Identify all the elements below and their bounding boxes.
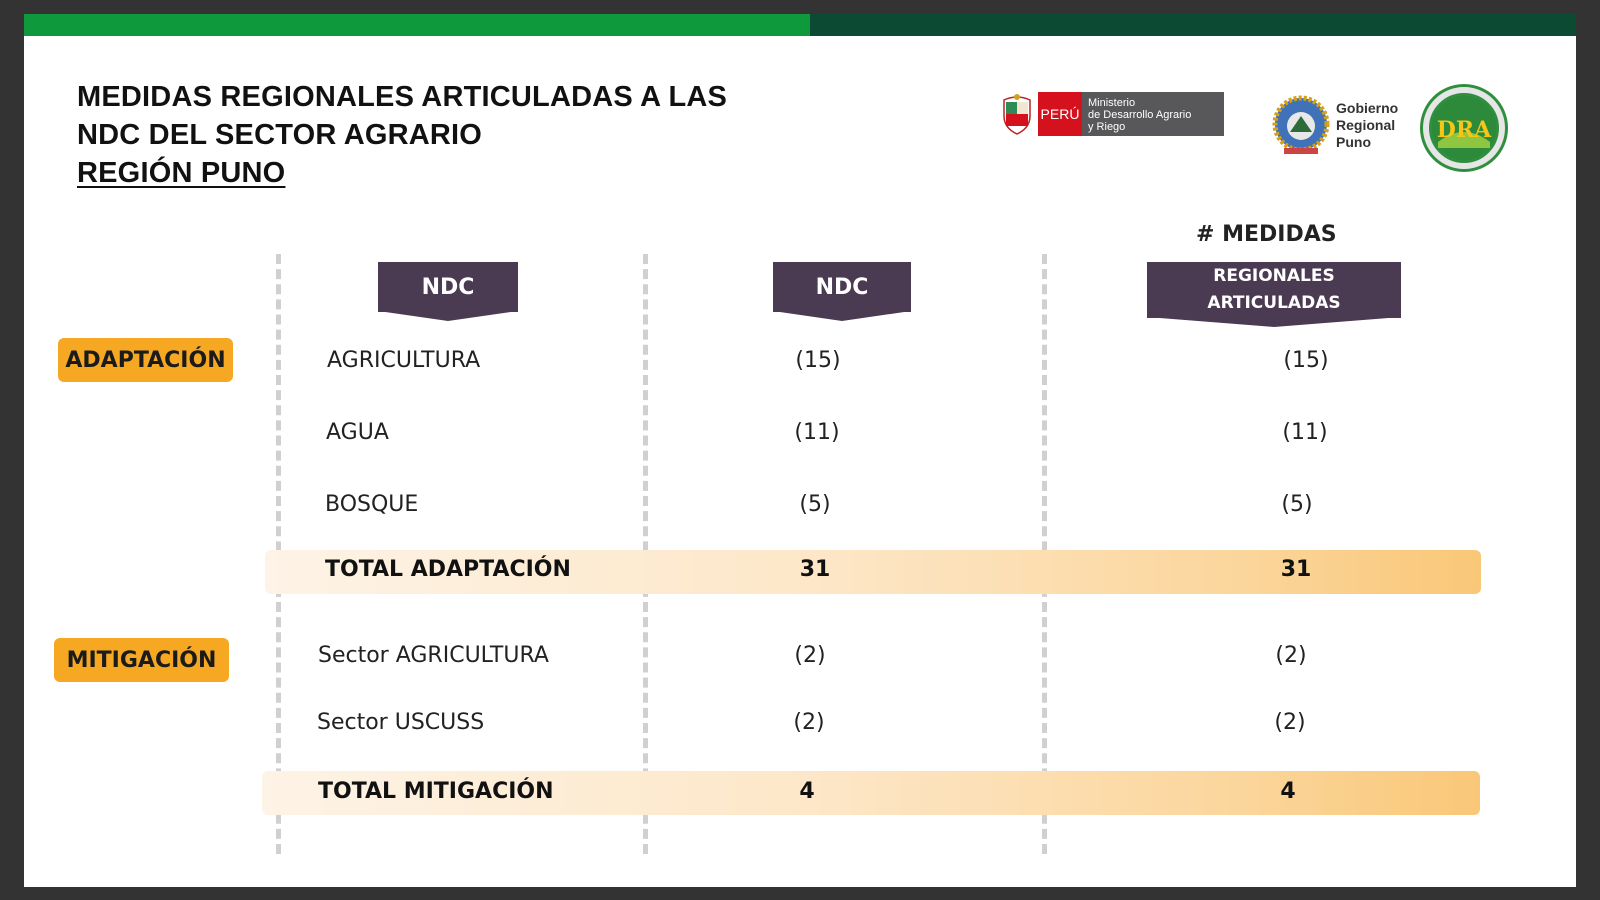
header-ndc-count: NDC [773, 262, 911, 312]
top-bar-green [24, 14, 824, 36]
ministerio-line-2: de Desarrollo Agrario [1088, 109, 1192, 121]
peru-label: PERÚ [1038, 92, 1082, 136]
total-mitigacion-label: TOTAL MITIGACIÓN [318, 779, 554, 804]
slide: MEDIDAS REGIONALES ARTICULADAS A LAS NDC… [24, 14, 1576, 887]
peru-coat-of-arms-icon [1003, 94, 1031, 135]
dra-text: DRA [1437, 117, 1492, 143]
title-line-2: NDC DEL SECTOR AGRARIO [77, 119, 483, 151]
row-medidas-value: (2) [1275, 643, 1307, 668]
title-region: REGIÓN PUNO [77, 157, 286, 189]
header-articuladas: ARTICULADAS [1207, 293, 1341, 313]
row-name: AGUA [326, 420, 389, 445]
adaptacion-badge: ADAPTACIÓN [58, 338, 233, 382]
row-ndc-value: (2) [794, 643, 826, 668]
total-adaptacion-medidas: 31 [1280, 557, 1312, 582]
row-name: AGRICULTURA [327, 348, 481, 373]
row-medidas-value: (2) [1274, 710, 1306, 735]
header-ndc-category: NDC [378, 262, 518, 312]
gobierno-line-3: Puno [1336, 134, 1371, 150]
total-adaptacion-ndc: 31 [799, 557, 831, 582]
gobierno-seal-icon [1272, 95, 1330, 154]
row-name: BOSQUE [325, 492, 419, 517]
row-medidas-value: (11) [1282, 420, 1328, 445]
total-adaptacion-bar [265, 550, 1481, 594]
row-name: Sector USCUSS [317, 710, 485, 735]
row-ndc-value: (15) [795, 348, 841, 373]
header-regionales: REGIONALES [1213, 266, 1335, 286]
ministerio-text: Ministerio de Desarrollo Agrario y Riego [1082, 92, 1224, 136]
header-regionales-articuladas: REGIONALES ARTICULADAS [1147, 262, 1401, 318]
total-adaptacion-label: TOTAL ADAPTACIÓN [325, 557, 571, 582]
gobierno-line-2: Regional [1336, 117, 1396, 133]
total-mitigacion-medidas: 4 [1280, 779, 1296, 804]
row-medidas-value: (5) [1281, 492, 1313, 517]
total-mitigacion-ndc: 4 [799, 779, 815, 804]
slide-title: MEDIDAS REGIONALES ARTICULADAS A LAS NDC… [77, 78, 727, 192]
row-ndc-value: (2) [793, 710, 825, 735]
total-mitigacion-bar [262, 771, 1480, 815]
title-line-1: MEDIDAS REGIONALES ARTICULADAS A LAS [77, 81, 728, 113]
ministerio-line-3: y Riego [1088, 121, 1126, 133]
mitigacion-badge: MITIGACIÓN [54, 638, 229, 682]
top-bar-dark [810, 14, 1576, 36]
top-bar [24, 14, 1576, 36]
gobierno-text: Gobierno Regional Puno [1336, 100, 1398, 151]
row-name: Sector AGRICULTURA [318, 643, 549, 668]
ministerio-line-1: Ministerio [1088, 97, 1136, 109]
row-medidas-value: (15) [1283, 348, 1329, 373]
gobierno-line-1: Gobierno [1336, 100, 1399, 116]
ministerio-logo: PERÚ Ministerio de Desarrollo Agrario y … [1000, 92, 1248, 142]
medidas-header-top: # MEDIDAS [1196, 222, 1337, 247]
row-ndc-value: (5) [799, 492, 831, 517]
row-ndc-value: (11) [794, 420, 840, 445]
gobierno-regional-logo: Gobierno Regional Puno [1270, 90, 1410, 160]
dra-logo: DRA [1420, 84, 1508, 172]
